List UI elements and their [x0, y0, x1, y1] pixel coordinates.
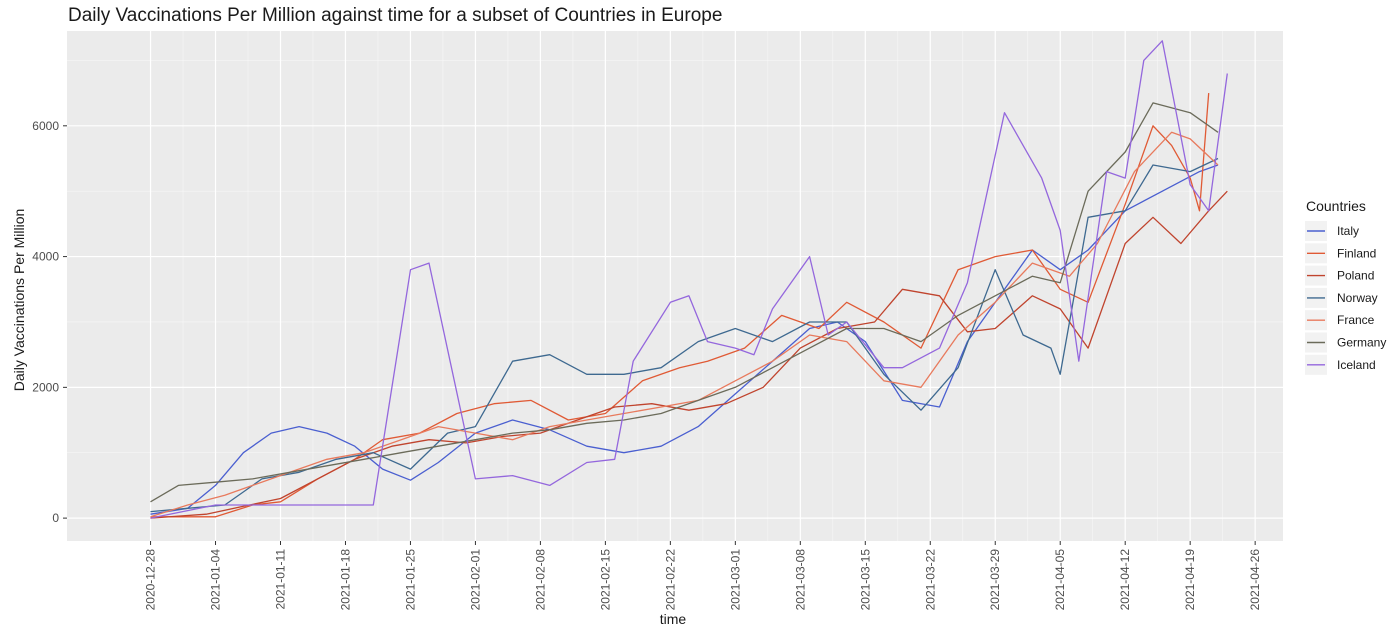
x-tick-label: 2021-03-22: [923, 549, 937, 611]
x-tick-label: 2021-01-04: [209, 549, 223, 611]
series-line-germany: [150, 102, 1219, 503]
legend-label: Poland: [1337, 269, 1374, 283]
legend-item-poland: Poland: [1305, 265, 1374, 286]
x-axis: 2020-12-28 2021-01-04 2021-01-11 2021-01-18…: [144, 541, 1262, 611]
legend-item-finland: Finland: [1305, 243, 1376, 264]
x-tick-label: 2021-03-29: [988, 549, 1002, 611]
x-tick-label: 2020-12-28: [144, 549, 158, 611]
legend-label: Italy: [1337, 224, 1359, 238]
plot-panel: [67, 31, 1283, 541]
legend-label: France: [1337, 313, 1375, 327]
legend-label: Norway: [1337, 291, 1378, 305]
x-tick-label: 2021-02-01: [468, 549, 482, 611]
series-line-poland: [150, 190, 1228, 519]
x-tick-label: 2021-02-08: [533, 549, 547, 611]
x-axis-label: time: [660, 611, 687, 627]
series-line-norway: [150, 157, 1219, 513]
x-tick-label: 2021-02-22: [663, 549, 677, 611]
x-tick-label: 2021-03-01: [728, 549, 742, 611]
y-tick-label: 4000: [32, 250, 59, 264]
x-tick-label: 2021-01-11: [273, 549, 287, 610]
y-axis-label: Daily Vaccinations Per Million: [11, 209, 27, 392]
x-tick-label: 2021-03-15: [858, 549, 872, 611]
series-lines: [150, 40, 1228, 519]
y-axis: 0 2000 4000 6000: [32, 119, 67, 525]
x-tick-label: 2021-04-05: [1053, 549, 1067, 611]
legend-label: Iceland: [1337, 358, 1376, 372]
series-line-iceland: [150, 40, 1228, 519]
legend: Countries Italy Finland Poland Norway France…: [1305, 198, 1386, 375]
x-tick-label: 2021-01-18: [338, 549, 352, 611]
y-tick-label: 6000: [32, 119, 59, 133]
gridlines: [67, 31, 1283, 541]
legend-label: Germany: [1337, 336, 1386, 350]
x-tick-label: 2021-04-26: [1248, 549, 1262, 611]
legend-item-italy: Italy: [1305, 221, 1359, 241]
y-tick-label: 0: [52, 511, 59, 525]
series-line-italy: [150, 164, 1219, 515]
x-tick-label: 2021-03-08: [793, 549, 807, 611]
legend-title: Countries: [1306, 198, 1366, 214]
legend-item-france: France: [1305, 310, 1375, 331]
x-tick-label: 2021-04-12: [1118, 549, 1132, 611]
x-tick-label: 2021-02-15: [598, 549, 612, 611]
legend-item-norway: Norway: [1305, 287, 1378, 308]
legend-item-germany: Germany: [1305, 332, 1386, 353]
legend-label: Finland: [1337, 246, 1376, 260]
x-tick-label: 2021-01-25: [403, 549, 417, 611]
y-tick-label: 2000: [32, 380, 59, 394]
x-tick-label: 2021-04-19: [1183, 549, 1197, 611]
legend-item-iceland: Iceland: [1305, 354, 1376, 375]
chart-title: Daily Vaccinations Per Million against t…: [68, 5, 722, 26]
